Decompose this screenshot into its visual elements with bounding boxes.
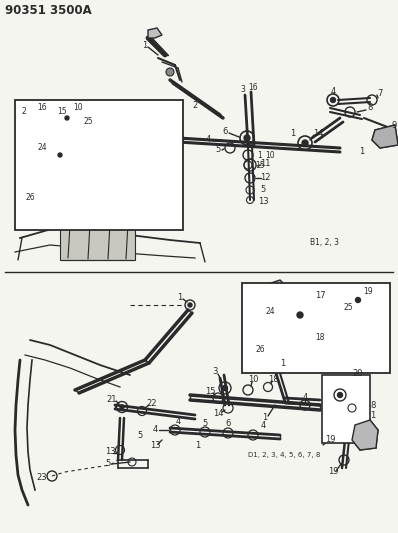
- Text: 9: 9: [392, 120, 397, 130]
- Text: 24: 24: [37, 143, 47, 152]
- Text: 19: 19: [363, 287, 373, 295]
- Circle shape: [188, 303, 192, 307]
- Text: 25: 25: [83, 117, 93, 126]
- Text: 7: 7: [377, 88, 383, 98]
- Circle shape: [302, 140, 308, 146]
- Text: 25: 25: [343, 303, 353, 311]
- Circle shape: [65, 116, 69, 120]
- Text: 10: 10: [73, 103, 83, 112]
- Text: 1: 1: [371, 410, 376, 419]
- Text: 15: 15: [255, 160, 265, 169]
- Text: 2: 2: [192, 101, 198, 109]
- Text: 10: 10: [265, 150, 275, 159]
- Text: 14: 14: [313, 128, 323, 138]
- Text: 16: 16: [248, 84, 258, 93]
- Text: 6: 6: [225, 419, 231, 429]
- Circle shape: [222, 385, 228, 391]
- Text: 20: 20: [353, 368, 363, 377]
- Text: 10: 10: [248, 376, 258, 384]
- Bar: [322, 375, 370, 443]
- Text: 1: 1: [359, 148, 365, 157]
- Text: 5: 5: [137, 431, 142, 440]
- Text: 1: 1: [290, 128, 295, 138]
- Text: 12: 12: [260, 173, 270, 182]
- Text: 15: 15: [205, 387, 215, 397]
- Text: 4: 4: [330, 86, 336, 95]
- Bar: [60, 222, 135, 260]
- Text: 13: 13: [150, 440, 160, 449]
- Text: 23: 23: [37, 472, 47, 481]
- Text: 26: 26: [255, 345, 265, 354]
- Text: 2: 2: [22, 108, 27, 117]
- Text: 1: 1: [178, 294, 183, 303]
- Circle shape: [297, 312, 303, 318]
- Text: 4: 4: [205, 135, 211, 144]
- Text: 1: 1: [262, 413, 267, 422]
- Text: 4: 4: [260, 421, 265, 430]
- Text: 24: 24: [265, 308, 275, 317]
- Circle shape: [338, 392, 343, 398]
- Text: 18: 18: [315, 334, 325, 343]
- Text: 17: 17: [315, 290, 325, 300]
- Circle shape: [120, 405, 124, 409]
- Text: 3: 3: [212, 367, 218, 376]
- Polygon shape: [148, 28, 162, 38]
- Circle shape: [58, 153, 62, 157]
- Text: 18: 18: [268, 375, 278, 384]
- Text: 5: 5: [105, 459, 111, 469]
- Text: 4: 4: [152, 425, 158, 434]
- Text: 90351 3500A: 90351 3500A: [5, 4, 92, 17]
- Text: 6: 6: [222, 127, 228, 136]
- Polygon shape: [352, 420, 378, 450]
- Text: 19: 19: [328, 467, 338, 477]
- Text: 11: 11: [260, 158, 270, 167]
- Circle shape: [330, 98, 336, 102]
- Polygon shape: [285, 325, 318, 342]
- Text: 1: 1: [142, 41, 148, 50]
- Text: 14: 14: [213, 408, 223, 417]
- Text: 1: 1: [258, 150, 262, 159]
- Text: 13: 13: [105, 448, 115, 456]
- Text: 13: 13: [258, 197, 268, 206]
- Text: 21: 21: [107, 394, 117, 403]
- Text: 4: 4: [176, 417, 181, 426]
- Text: 8: 8: [370, 400, 376, 409]
- Text: 8: 8: [367, 103, 373, 112]
- Text: 4: 4: [302, 392, 308, 401]
- Circle shape: [244, 135, 250, 141]
- Text: 15: 15: [57, 108, 67, 117]
- Text: 5: 5: [202, 418, 208, 427]
- Text: 3: 3: [240, 85, 246, 94]
- Text: D1, 2, 3, 4, 5, 6, 7, 8: D1, 2, 3, 4, 5, 6, 7, 8: [248, 452, 320, 458]
- Text: 16: 16: [37, 103, 47, 112]
- Text: 5: 5: [215, 146, 220, 155]
- Bar: [15, 100, 183, 230]
- Bar: [242, 283, 390, 373]
- Text: B1, 2, 3: B1, 2, 3: [310, 238, 339, 246]
- Polygon shape: [265, 280, 290, 298]
- Text: 1: 1: [280, 359, 286, 367]
- Text: 22: 22: [147, 399, 157, 408]
- Text: 5: 5: [260, 185, 265, 195]
- Circle shape: [166, 68, 174, 76]
- Text: 19: 19: [325, 435, 335, 445]
- Polygon shape: [372, 125, 398, 148]
- Circle shape: [355, 297, 361, 303]
- Text: 1: 1: [195, 440, 201, 449]
- Text: 26: 26: [25, 192, 35, 201]
